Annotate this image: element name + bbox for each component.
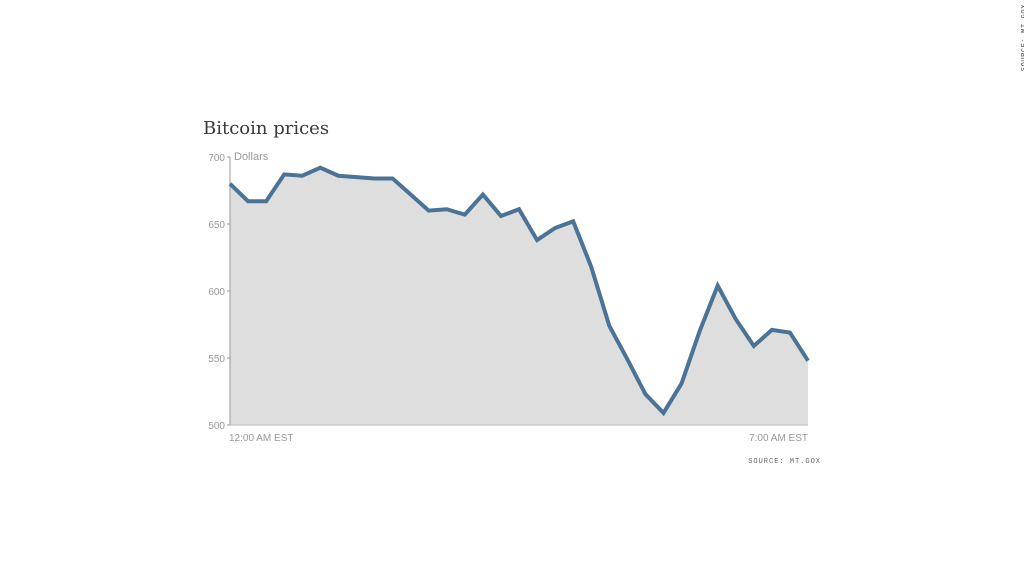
- price-series-line: [228, 165, 810, 417]
- y-axis-unit-label: Dollars: [234, 151, 269, 163]
- price-data-point: [248, 201, 249, 202]
- price-data-point: [555, 228, 556, 229]
- price-data-point: [717, 285, 718, 286]
- price-data-point: [699, 331, 700, 332]
- y-tick-label: 700: [208, 153, 225, 164]
- price-data-point: [808, 360, 809, 361]
- price-data-point: [464, 214, 465, 215]
- price-data-point: [500, 215, 501, 216]
- source-label: SOURCE: MT.GOX: [748, 458, 821, 466]
- chart-title: Bitcoin prices: [203, 118, 330, 139]
- area-layer: [230, 167, 808, 425]
- x-end-label: 7:00 AM EST: [749, 433, 808, 444]
- price-data-point: [320, 167, 321, 168]
- price-data-point: [663, 412, 664, 413]
- price-data-point: [789, 332, 790, 333]
- axis-layer: [227, 156, 808, 426]
- price-data-point: [645, 394, 646, 395]
- price-data-point: [771, 329, 772, 330]
- price-data-point: [410, 194, 411, 195]
- price-data-point: [753, 345, 754, 346]
- y-tick-label: 550: [208, 354, 225, 365]
- price-data-point: [537, 240, 538, 241]
- price-data-point: [681, 383, 682, 384]
- price-data-point: [482, 194, 483, 195]
- price-data-point: [519, 209, 520, 210]
- price-data-point: [338, 175, 339, 176]
- price-data-point: [266, 201, 267, 202]
- price-data-point: [627, 359, 628, 360]
- price-data-point: [392, 178, 393, 179]
- line-layer: [228, 165, 810, 417]
- price-data-point: [374, 178, 375, 179]
- x-start-label: 12:00 AM EST: [229, 433, 293, 444]
- price-data-point: [284, 174, 285, 175]
- price-data-point: [573, 221, 574, 222]
- price-data-point: [735, 319, 736, 320]
- price-data-point: [356, 177, 357, 178]
- price-data-point: [302, 175, 303, 176]
- price-data-point: [230, 183, 231, 184]
- y-tick-label: 500: [208, 421, 225, 432]
- price-data-point: [428, 210, 429, 211]
- label-layer: 700 650 600 550 500 Dollars 12:00 AM EST 7:00 A…: [208, 151, 808, 444]
- price-data-point: [446, 209, 447, 210]
- y-tick-label: 600: [208, 287, 225, 298]
- price-area-fill: [230, 167, 808, 425]
- price-data-point: [609, 325, 610, 326]
- y-tick-label: 650: [208, 220, 225, 231]
- price-data-point: [591, 266, 592, 267]
